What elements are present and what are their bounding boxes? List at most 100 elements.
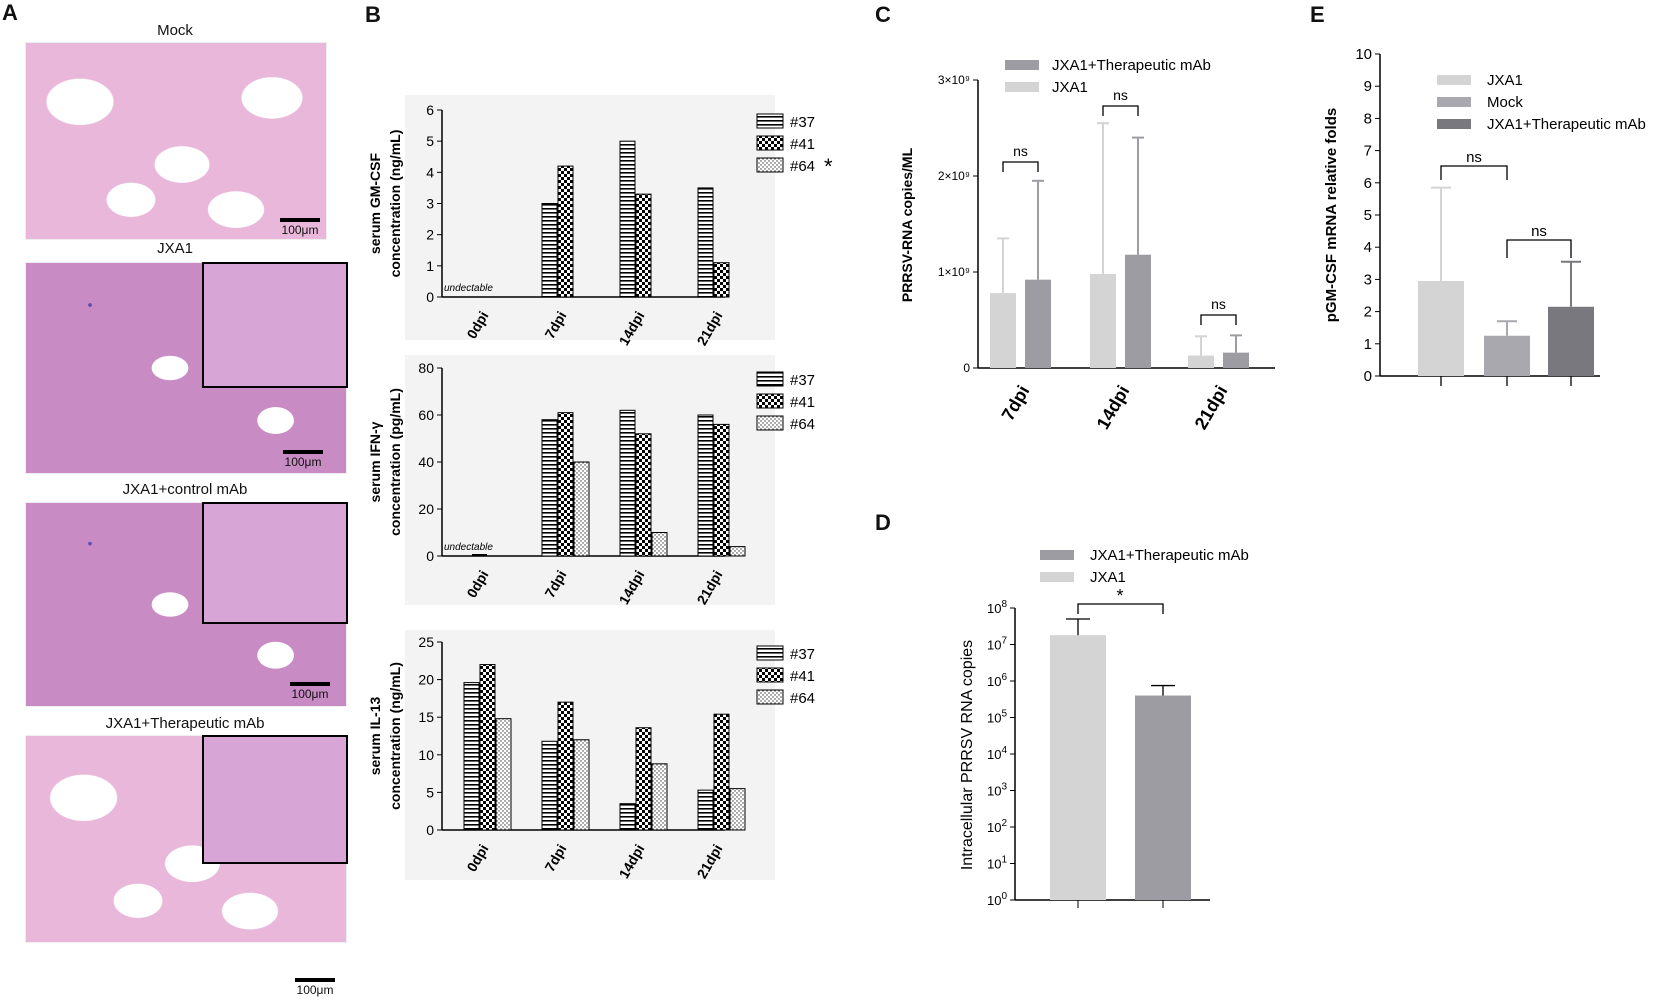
y-tick-label: 3 <box>426 196 434 212</box>
bar-n41-0dpi <box>479 664 496 831</box>
bar-JXA1+Therapeutic mAb-7dpi <box>1025 279 1051 368</box>
undetectable-annotation: undectable <box>444 283 493 294</box>
x-tick-label: 21dpi <box>1191 382 1232 433</box>
bar-n64-21dpi <box>729 788 746 831</box>
bar-Mock <box>1484 335 1530 376</box>
y-tick-label: 15 <box>418 709 434 725</box>
legend-label-n37: #37 <box>790 646 815 663</box>
significance-label: ns <box>1113 87 1128 103</box>
y-tick-label: 3×10⁹ <box>938 73 970 87</box>
y-tick-label: 2 <box>1364 304 1372 321</box>
y-axis-label: concentration (ng/mL) <box>387 130 403 278</box>
bar-JXA1-7dpi <box>990 293 1016 368</box>
y-tick-label: 20 <box>418 501 434 517</box>
scale-label: 100μm <box>281 223 319 237</box>
legend-swatch-n64 <box>756 157 784 173</box>
legend-swatch-n41 <box>756 135 784 151</box>
bar-n64-14dpi <box>651 532 668 557</box>
y-tick-label: 9 <box>1364 78 1372 95</box>
legend-label: JXA1+Therapeutic mAb <box>1090 547 1249 564</box>
legend-swatch <box>1040 572 1074 582</box>
bar-n37-14dpi <box>619 803 636 831</box>
x-tick-label: 7dpi <box>998 382 1034 424</box>
y-tick-exponent: 3 <box>1001 782 1007 793</box>
bar-n64-7dpi <box>573 461 590 557</box>
y-tick-exponent: 4 <box>1001 745 1007 756</box>
legend-swatch <box>1005 82 1039 92</box>
significance-label: ns <box>1013 143 1028 159</box>
y-tick-label: 106 <box>987 672 1007 689</box>
legend-swatch-n37 <box>756 645 784 661</box>
y-tick-exponent: 6 <box>1001 672 1007 683</box>
bar-JXA1-21dpi <box>1188 355 1214 368</box>
legend-label: JXA1 <box>1487 72 1523 89</box>
y-tick-label: 80 <box>418 360 434 376</box>
significance-label: ns <box>1531 223 1547 240</box>
x-tick-label: 14dpi <box>1093 382 1134 433</box>
y-tick-label: 60 <box>418 407 434 423</box>
y-tick-label: 10 <box>1355 46 1372 63</box>
y-tick-label: 20 <box>418 672 434 688</box>
bar-n41-21dpi <box>713 262 730 298</box>
y-tick-exponent: 2 <box>1001 818 1007 829</box>
legend-swatch-n64 <box>756 415 784 431</box>
y-axis-label: serum IL-13 <box>367 696 383 775</box>
panel-b-letter: B <box>365 2 381 27</box>
bar-n37-7dpi <box>541 740 558 831</box>
bar-n37-21dpi <box>697 187 714 298</box>
scale-label: 100μm <box>296 983 334 997</box>
significance-label: ns <box>1466 149 1482 166</box>
y-tick-label: 8 <box>1364 110 1372 127</box>
bar-n41-14dpi <box>635 193 652 298</box>
y-tick-label: 107 <box>987 636 1007 653</box>
y-axis-label: Intracellular PRRSV RNA copies <box>959 640 976 870</box>
y-tick-exponent: 0 <box>1001 891 1007 902</box>
panel-d-letter: D <box>875 510 891 535</box>
significance-bracket <box>1440 165 1508 180</box>
bar-n37-14dpi <box>619 140 636 298</box>
y-tick-exponent: 5 <box>1001 709 1007 720</box>
bar-n37-7dpi <box>541 203 558 298</box>
bar-n64-0dpi <box>495 718 512 831</box>
y-tick-label: 7 <box>1364 143 1372 160</box>
bar-n64-21dpi <box>729 546 746 557</box>
bar-n64-7dpi <box>573 739 590 831</box>
y-axis-label: concentration (ng/mL) <box>387 662 403 810</box>
significance-bracket <box>1200 314 1237 325</box>
y-axis-label: serum IFN-γ <box>367 421 383 502</box>
panel-c-letter: C <box>875 2 891 27</box>
y-tick-label: 105 <box>987 709 1007 726</box>
hist-title-jxa1: JXA1 <box>157 240 193 257</box>
legend-swatch <box>1437 97 1471 107</box>
bar-n41-21dpi <box>713 713 730 831</box>
bar-JXA1 <box>1050 635 1106 900</box>
legend-label: JXA1 <box>1052 79 1088 96</box>
y-tick-label: 10 <box>418 747 434 763</box>
legend-swatch <box>1437 75 1471 85</box>
bar-n41-21dpi <box>713 423 730 557</box>
scale-bar-jxa1: 100μm <box>278 450 328 469</box>
legend-label: JXA1+Therapeutic mAb <box>1487 116 1646 133</box>
y-tick-label: 6 <box>426 102 434 118</box>
y-tick-label: 0 <box>1364 368 1372 385</box>
legend-star: * <box>824 154 833 179</box>
bar-n41-7dpi <box>557 701 574 831</box>
y-tick-label: 5 <box>426 784 434 800</box>
y-tick-label: 103 <box>987 782 1007 799</box>
y-tick-label: 40 <box>418 454 434 470</box>
y-tick-label: 6 <box>1364 175 1372 192</box>
bar-JXA1+Therapeutic mAb <box>1135 695 1191 900</box>
legend-label-n64: #64 <box>790 416 815 433</box>
legend-swatch-n64 <box>756 689 784 705</box>
y-tick-label: 104 <box>987 745 1007 762</box>
panel-a-letter: A <box>2 0 18 25</box>
bar-JXA1-14dpi <box>1090 273 1116 368</box>
hist-inset-jxa1 <box>202 262 348 388</box>
y-axis-label: PRRSV-RNA copies/ML <box>899 147 915 302</box>
hist-title-mock: Mock <box>157 22 193 39</box>
significance-bracket <box>1002 161 1039 172</box>
bar-n37-21dpi <box>697 789 714 831</box>
y-axis-label: concentration (pg/mL) <box>387 388 403 536</box>
chart-background <box>405 95 775 340</box>
